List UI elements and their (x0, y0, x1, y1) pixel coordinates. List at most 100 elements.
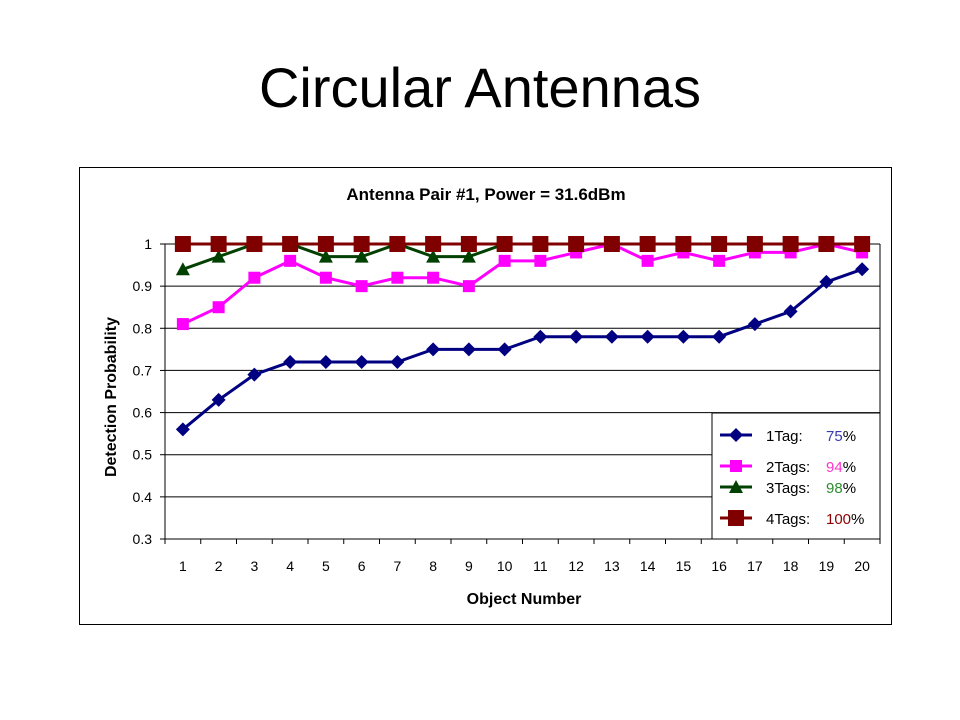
point-marker (676, 329, 691, 344)
point-marker (711, 236, 728, 252)
legend-entry-3: 3Tags: 98% (720, 480, 856, 497)
x-tick-label: 18 (783, 558, 799, 574)
point-marker (534, 254, 547, 267)
x-tick-label: 10 (497, 558, 513, 574)
legend-percent: 75% (826, 428, 856, 445)
point-marker (639, 236, 656, 252)
y-tick-label: 0.6 (133, 405, 153, 421)
y-tick-label: 0.7 (133, 362, 153, 378)
slide-title: Circular Antennas (258, 56, 701, 119)
y-tick-label: 0.4 (133, 489, 153, 505)
series-2 (176, 238, 869, 331)
point-marker (641, 254, 654, 267)
x-tick-label: 17 (747, 558, 763, 574)
x-tick-label: 9 (465, 558, 473, 574)
point-marker (319, 271, 332, 284)
point-marker (353, 236, 370, 252)
point-marker (246, 236, 263, 252)
point-marker (174, 236, 191, 252)
point-marker (175, 422, 190, 437)
point-marker (747, 317, 762, 332)
x-tick-label: 14 (640, 558, 656, 574)
point-marker (427, 271, 440, 284)
point-marker (461, 249, 476, 263)
point-marker (713, 254, 726, 267)
x-tick-label: 3 (250, 558, 258, 574)
point-marker (354, 249, 369, 263)
series-line (181, 267, 863, 431)
point-marker (389, 236, 406, 252)
series-1 (175, 262, 870, 437)
point-marker (712, 329, 727, 344)
point-marker (282, 236, 299, 252)
x-tick-label: 5 (322, 558, 330, 574)
point-marker (746, 236, 763, 252)
y-axis-label: Detection Probability (103, 317, 120, 477)
point-marker (569, 329, 584, 344)
axes: 0.30.40.50.60.70.80.911 2 3 4 5 6 7 8 9 10 11 12 13 1… (133, 236, 881, 574)
x-tick-label: 13 (604, 558, 620, 574)
legend-label: 1Tag: (766, 428, 803, 445)
point-marker (604, 329, 619, 344)
x-tick-label: 2 (215, 558, 223, 574)
point-marker (532, 236, 549, 252)
point-marker (498, 254, 511, 267)
y-tick-label: 0.8 (133, 320, 153, 336)
x-tick-label: 11 (533, 558, 548, 574)
x-tick-label: 20 (854, 558, 870, 574)
point-marker (391, 271, 404, 284)
legend-label: 4Tags: (766, 511, 810, 528)
legend-percent-sign: % (843, 459, 856, 476)
point-marker (640, 329, 655, 344)
legend-label: 3Tags: (766, 480, 810, 497)
point-marker (426, 342, 441, 357)
point-marker (426, 249, 441, 263)
point-marker (496, 236, 513, 252)
point-marker (462, 280, 475, 293)
y-tick-label: 0.9 (133, 278, 153, 294)
series-4 (174, 236, 871, 252)
y-tick-label: 0.5 (133, 447, 153, 463)
legend-percent: 100% (826, 511, 864, 528)
point-marker (318, 355, 333, 369)
point-marker (390, 355, 405, 369)
legend-percent: 98% (826, 480, 856, 497)
point-marker (248, 271, 261, 284)
legend: 1Tag: 75% 2Tags: 94% 3Tags: 98% 4Tags: 100% (711, 412, 881, 540)
legend-percent-sign: % (843, 428, 856, 445)
point-marker (355, 280, 368, 293)
point-marker (603, 236, 620, 252)
point-marker (533, 329, 548, 344)
x-tick-label: 6 (358, 558, 366, 574)
x-tick-label: 4 (286, 558, 294, 574)
legend-percent-value: 94 (826, 459, 843, 476)
point-marker (497, 342, 512, 357)
legend-percent-value: 98 (826, 480, 843, 497)
legend-percent-sign: % (843, 480, 856, 497)
legend-percent: 94% (826, 459, 856, 476)
point-marker (783, 304, 798, 319)
point-marker (425, 236, 442, 252)
legend-entry-1: 1Tag: 75% (720, 428, 856, 445)
legend-percent-value: 75 (826, 428, 843, 445)
legend-entry-2: 2Tags: 94% (720, 459, 856, 476)
y-tick-label: 0.3 (133, 531, 153, 547)
point-marker (317, 236, 334, 252)
x-tick-label: 7 (393, 558, 401, 574)
point-marker (211, 392, 226, 407)
point-marker (782, 236, 799, 252)
x-tick-label: 1 (179, 558, 187, 574)
point-marker (729, 480, 743, 493)
point-marker (728, 510, 744, 526)
x-tick-label: 15 (676, 558, 692, 574)
point-marker (461, 342, 476, 357)
chart-title: Antenna Pair #1, Power = 31.6dBm (346, 185, 625, 204)
point-marker (568, 236, 585, 252)
point-marker (729, 428, 743, 442)
x-axis-label: Object Number (467, 591, 582, 608)
x-tick-label: 19 (819, 558, 835, 574)
point-marker (318, 249, 333, 263)
point-marker (175, 262, 190, 276)
point-marker (460, 236, 477, 252)
